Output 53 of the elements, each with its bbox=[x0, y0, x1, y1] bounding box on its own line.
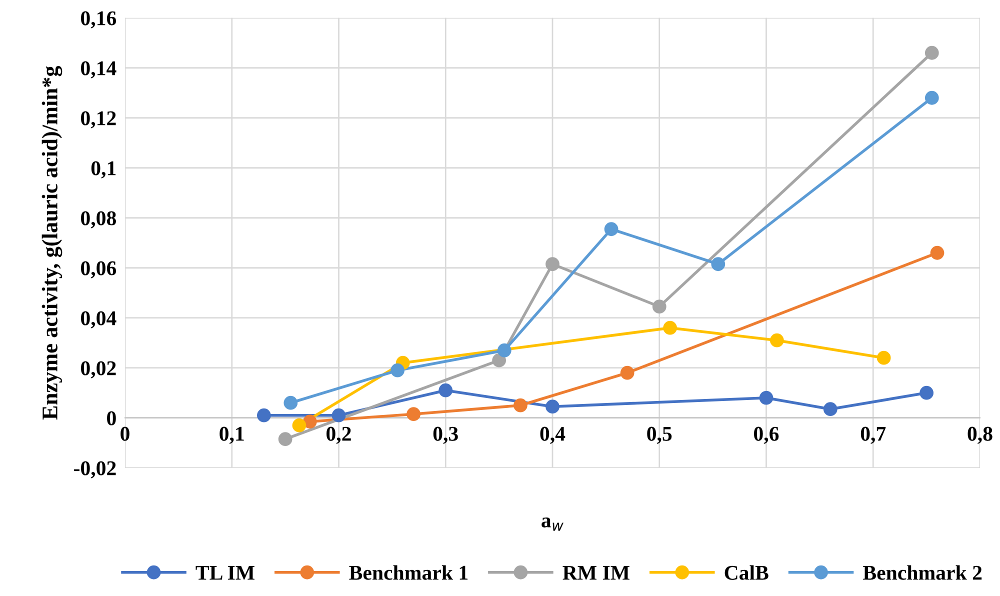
point bbox=[406, 407, 421, 422]
legend-label: Benchmark 1 bbox=[349, 565, 468, 580]
y-tick-label: 0,12 bbox=[81, 111, 116, 128]
y-tick-label: 0,14 bbox=[81, 61, 116, 78]
point bbox=[492, 353, 506, 368]
y-axis-title: Enzyme activity, g(lauric acid)/min*g bbox=[42, 66, 62, 420]
point bbox=[663, 320, 678, 335]
point bbox=[759, 390, 774, 405]
point bbox=[604, 222, 618, 236]
y-tick-label: 0,02 bbox=[81, 361, 116, 378]
legend-label: Benchmark 2 bbox=[863, 565, 982, 580]
legend-label: TL IM bbox=[196, 566, 254, 580]
x-tick-label: 0,1 bbox=[220, 426, 244, 444]
point bbox=[823, 402, 838, 416]
x-tick-label: 0,7 bbox=[860, 426, 886, 444]
point bbox=[920, 386, 934, 400]
x-tick-label: 0,6 bbox=[754, 426, 779, 444]
x-tick-label: 0,4 bbox=[540, 426, 566, 444]
point bbox=[513, 398, 528, 412]
x-axis-title: a$_{w}$ bbox=[542, 518, 564, 531]
point bbox=[620, 366, 634, 380]
point bbox=[546, 400, 560, 414]
point bbox=[292, 418, 306, 432]
x-tick-label: 0,5 bbox=[647, 426, 672, 444]
point bbox=[652, 300, 666, 314]
point bbox=[278, 432, 292, 446]
point bbox=[302, 414, 317, 429]
legend-label: CalB bbox=[724, 565, 768, 580]
legend-label: RM IM bbox=[562, 566, 630, 580]
y-tick-label: 0 bbox=[107, 411, 116, 426]
point bbox=[438, 383, 453, 398]
y-tick-label: 0,08 bbox=[81, 211, 116, 228]
y-tick-label: 0,1 bbox=[91, 161, 116, 178]
y-tick-label: 0,04 bbox=[81, 311, 116, 328]
point bbox=[390, 363, 404, 378]
x-tick-label: 0,3 bbox=[433, 426, 458, 444]
point bbox=[924, 46, 939, 60]
y-tick-label: -0,02 bbox=[74, 461, 116, 478]
x-tick-label: 0,2 bbox=[326, 426, 351, 444]
point bbox=[876, 350, 891, 365]
point bbox=[924, 90, 939, 105]
point bbox=[332, 408, 346, 422]
point bbox=[930, 246, 944, 260]
point bbox=[497, 343, 512, 358]
point bbox=[770, 333, 784, 348]
y-tick-label: 0,06 bbox=[81, 261, 116, 278]
x-tick-label: 0 bbox=[120, 426, 130, 441]
point bbox=[546, 257, 560, 272]
point bbox=[284, 396, 298, 410]
x-tick-label: 0,8 bbox=[968, 426, 992, 444]
point bbox=[711, 257, 726, 272]
y-tick-label: 0,16 bbox=[81, 11, 116, 28]
point bbox=[256, 408, 271, 422]
